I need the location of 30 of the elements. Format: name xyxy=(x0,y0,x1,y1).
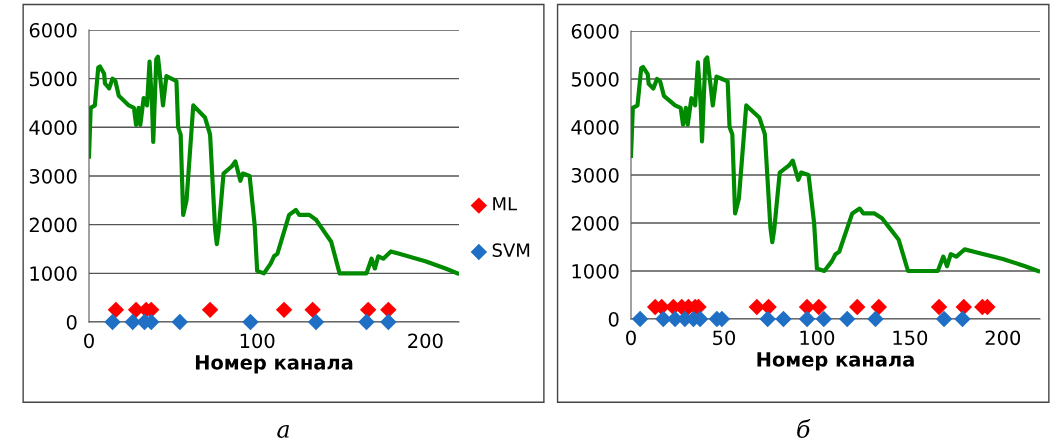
text: б xyxy=(797,419,811,438)
y-tick-label: 4000 xyxy=(29,120,77,135)
y-tick-label: 2000 xyxy=(29,217,77,233)
y-tick-label: 1000 xyxy=(572,263,619,279)
x-tick-label: 0 xyxy=(84,333,94,349)
line-series xyxy=(89,54,459,276)
x-axis-title: Номер канала xyxy=(757,352,914,371)
line-series xyxy=(630,55,1041,274)
x-tick-label: 100 xyxy=(240,333,275,349)
x-tick-label: 0 xyxy=(626,330,636,346)
y-tick-label: 5000 xyxy=(571,71,619,87)
legend-label: SVM xyxy=(492,243,530,257)
y-tick-label: 4000 xyxy=(571,119,619,135)
x-tick-label: 50 xyxy=(713,330,736,346)
x-axis-title: Номер канала xyxy=(195,355,353,374)
y-tick-label: 6000 xyxy=(29,22,77,38)
x-tick-label: 100 xyxy=(800,330,835,346)
x-tick-label: 150 xyxy=(893,330,928,346)
y-tick-label: 3000 xyxy=(29,168,77,184)
y-tick-label: 6000 xyxy=(571,23,619,39)
x-tick-label: 200 xyxy=(408,333,443,349)
legend-label: ML xyxy=(493,197,518,211)
y-tick-label: 2000 xyxy=(571,215,619,231)
y-tick-label: 3000 xyxy=(571,167,619,183)
y-tick-label: 1000 xyxy=(30,266,77,281)
text: а xyxy=(277,425,289,438)
x-tick-label: 200 xyxy=(985,330,1021,346)
y-tick-label: 0 xyxy=(66,314,77,330)
y-tick-label: 0 xyxy=(608,311,619,327)
y-tick-label: 5000 xyxy=(29,71,77,87)
